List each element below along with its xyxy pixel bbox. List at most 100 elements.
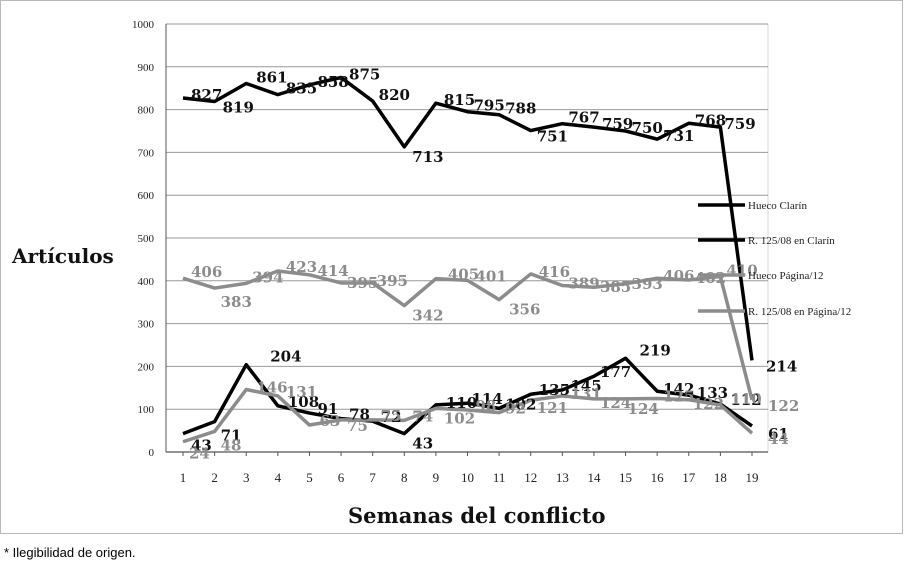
x-tick-label: 2	[211, 470, 218, 485]
series-line-2	[182, 356, 753, 436]
data-label: 815	[444, 91, 475, 109]
data-label: 393	[632, 275, 663, 293]
data-label: 122	[693, 395, 724, 413]
data-label: 142	[663, 380, 694, 398]
y-tick-label: 200	[138, 361, 155, 373]
data-label: 43	[412, 435, 433, 453]
data-label: 91	[317, 400, 338, 418]
data-label: 133	[697, 384, 728, 402]
data-label: 385	[600, 278, 631, 296]
x-tick-label: 16	[651, 470, 665, 485]
x-tick-label: 12	[524, 470, 537, 485]
data-label: 214	[766, 357, 797, 375]
data-label: 146	[256, 379, 287, 397]
series-line-4	[182, 387, 754, 444]
data-label: 835	[286, 80, 317, 98]
legend-entry-4: R. 125/08 en Página/12	[748, 306, 851, 318]
x-tick-label: 4	[275, 470, 282, 485]
data-label: 98	[476, 397, 497, 415]
data-label: 751	[537, 128, 568, 146]
y-tick-label: 700	[138, 147, 155, 159]
data-label: 395	[347, 274, 378, 292]
y-tick-label: 900	[138, 62, 155, 74]
data-label: 395	[377, 272, 408, 290]
series-line-1	[182, 75, 754, 361]
x-tick-label: 5	[306, 470, 313, 485]
data-label: 131	[286, 383, 317, 401]
x-tick-label: 1	[180, 470, 187, 485]
data-label: 110	[446, 394, 477, 412]
x-tick-label: 14	[587, 470, 601, 485]
data-label: 827	[191, 86, 222, 104]
data-label: 401	[476, 267, 507, 285]
data-label: 394	[252, 268, 283, 286]
data-label: 102	[505, 395, 536, 413]
data-label: 406	[663, 267, 694, 285]
data-label: 92	[505, 400, 526, 418]
x-tick-label: 6	[338, 470, 345, 485]
data-label: 44	[768, 430, 789, 448]
data-label: 145	[570, 377, 601, 395]
x-tick-label: 13	[556, 470, 569, 485]
legend-entry-3: Hueco Página/12	[748, 270, 823, 282]
y-tick-label: 500	[138, 233, 155, 245]
x-tick-label: 8	[401, 470, 408, 485]
data-label: 356	[509, 301, 540, 319]
data-label: 125	[663, 388, 694, 406]
y-axis-title: Artículos	[12, 244, 114, 268]
x-tick-label: 7	[369, 470, 376, 485]
data-label: 768	[695, 111, 726, 129]
data-label: 788	[505, 100, 536, 118]
x-tick-label: 3	[243, 470, 250, 485]
y-tick-label: 100	[138, 404, 155, 416]
data-label: 416	[539, 263, 570, 281]
data-label: 135	[539, 381, 570, 399]
data-label: 383	[221, 293, 252, 311]
data-label: 48	[221, 436, 242, 454]
data-label: 819	[223, 98, 254, 116]
x-tick-label: 19	[746, 470, 759, 485]
data-label: 61	[768, 425, 789, 443]
data-label: 759	[602, 115, 633, 133]
data-label: 43	[191, 437, 212, 455]
data-label: 750	[632, 119, 663, 137]
y-tick-label: 800	[138, 105, 155, 117]
x-tick-label: 17	[682, 470, 696, 485]
data-label: 122	[768, 397, 799, 415]
data-label: 204	[270, 348, 301, 366]
data-label: 124	[628, 400, 659, 418]
data-label: 74	[412, 407, 433, 425]
data-label: 423	[286, 258, 317, 276]
data-label: 24	[189, 445, 210, 463]
data-label: 731	[663, 127, 694, 145]
data-label: 112	[730, 391, 761, 409]
legend-entry-2: R. 125/08 en Clarín	[748, 235, 835, 247]
data-label: 767	[568, 109, 599, 127]
data-label: 75	[381, 407, 402, 425]
data-label: 713	[412, 148, 443, 166]
data-label: 72	[381, 408, 402, 426]
data-label: 820	[379, 86, 410, 104]
data-label: 63	[319, 412, 340, 430]
data-label: 110	[730, 390, 761, 408]
data-label: 861	[256, 68, 287, 86]
data-label: 414	[317, 262, 348, 280]
data-label: 177	[600, 363, 631, 381]
footnote: * Ilegibilidad de origen.	[4, 545, 136, 560]
x-tick-label: 10	[461, 470, 474, 485]
data-label: 405	[448, 266, 479, 284]
x-tick-label: 18	[714, 470, 727, 485]
data-label: 114	[472, 390, 503, 408]
data-label: 124	[600, 394, 631, 412]
x-axis-title: Semanas del conflicto	[348, 503, 606, 528]
y-tick-label: 300	[138, 319, 155, 331]
x-tick-label: 15	[619, 470, 632, 485]
data-label: 342	[412, 307, 443, 325]
y-tick-label: 1000	[132, 19, 155, 31]
y-tick-label: 400	[138, 276, 155, 288]
data-label: 402	[695, 269, 726, 287]
legend-entry-1: Hueco Clarín	[748, 200, 807, 212]
data-label: 219	[640, 341, 671, 359]
data-label: 78	[349, 406, 370, 424]
